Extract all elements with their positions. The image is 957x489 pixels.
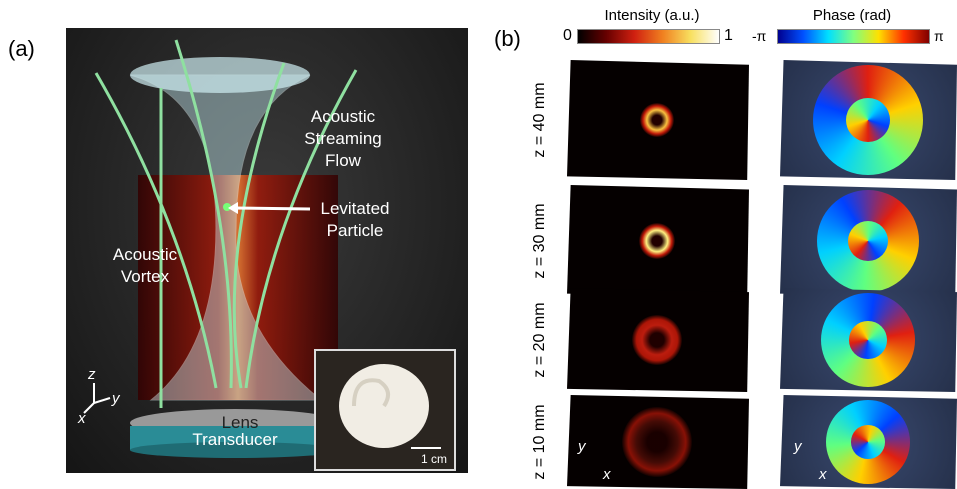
phase-spiral [826,400,910,484]
panel-label: (a) [8,38,35,60]
intensity-ring [639,223,675,259]
axis-label: z [88,366,96,383]
annotation: Streaming [304,130,381,147]
annotation: Vortex [121,268,169,285]
phase-spiral [817,190,919,292]
phase-spiral-core [846,98,890,142]
annotation: Transducer [192,431,277,448]
axis-label: y [112,390,120,407]
phase-map [780,60,957,180]
annotation: Levitated [321,200,390,217]
annotation: Acoustic [311,108,375,125]
intensity-ring [622,407,692,477]
phase-spiral [813,65,923,175]
phase-map [780,288,957,392]
colorbar [577,29,720,44]
annotation: Particle [327,222,384,239]
colorbar-label: 1 [724,28,733,44]
intensity-ring [632,315,682,365]
colorbar-title: Phase (rad) [813,8,891,23]
row-label: z = 30 mm [531,203,549,278]
colorbar [777,29,930,44]
colorbar-label: 0 [563,28,572,44]
axis-label: x [603,466,611,483]
phase-map [780,395,957,489]
phase-map [780,185,957,297]
phase-spiral-core [851,425,885,459]
colorbar-title: Intensity (a.u.) [604,8,699,23]
row-label: z = 10 mm [531,404,549,479]
axis-label: y [794,438,802,455]
intensity-map [567,60,749,180]
annotation: Acoustic [113,246,177,263]
intensity-ring [640,103,674,137]
render-panel: Acoustic Streaming Flow Levitated Partic… [66,28,468,473]
panel-label: (b) [494,28,521,50]
phase-spiral [821,293,915,387]
intensity-map [567,395,749,489]
intensity-map [567,288,749,392]
row-label: z = 40 mm [531,82,549,157]
annotation: Flow [325,152,361,169]
axis-label: y [578,438,586,455]
scale-label: 1 cm [421,453,447,465]
colorbar-label: -π [752,29,766,43]
intensity-map [567,185,749,297]
axis-label: x [78,410,86,427]
colorbar-label: π [934,29,944,43]
axis-label: x [819,466,827,483]
annotation: Lens [222,414,259,431]
phase-spiral-core [848,221,889,262]
phase-spiral-core [849,321,887,359]
row-label: z = 20 mm [531,302,549,377]
figure: (a) (b) Acoustic Streaming Flow Levitate… [0,0,957,489]
